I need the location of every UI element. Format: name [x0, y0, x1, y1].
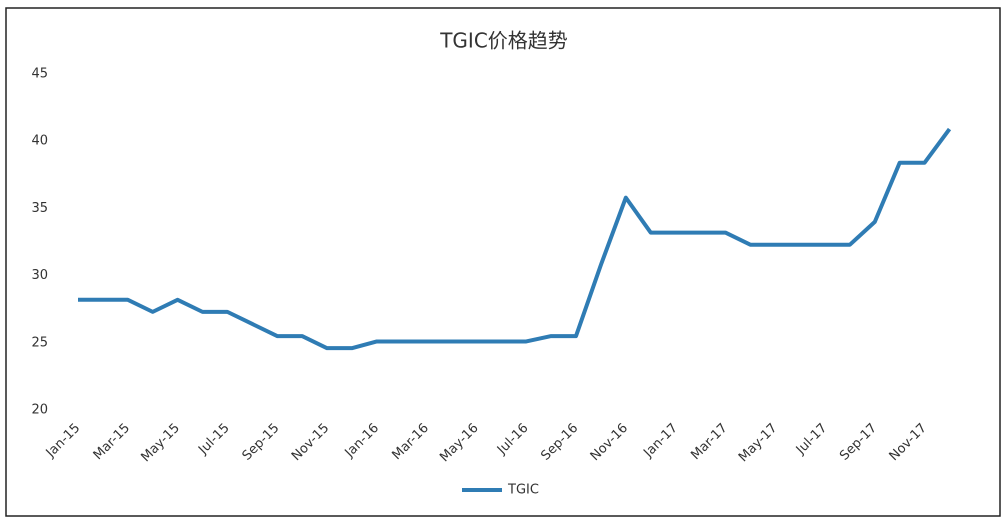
frame: [5, 7, 1001, 517]
line-series: [78, 127, 952, 351]
legend-label: TGIC: [507, 483, 539, 498]
y-tick-label: 35: [31, 201, 48, 216]
y-tick-label: 25: [31, 335, 48, 350]
y-tick-label: 45: [31, 67, 48, 82]
y-tick-label: 40: [31, 134, 48, 149]
chart-title: TGIC价格趋势: [439, 29, 568, 53]
y-tick-label: 20: [31, 403, 48, 418]
y-tick-label: 30: [31, 268, 48, 283]
